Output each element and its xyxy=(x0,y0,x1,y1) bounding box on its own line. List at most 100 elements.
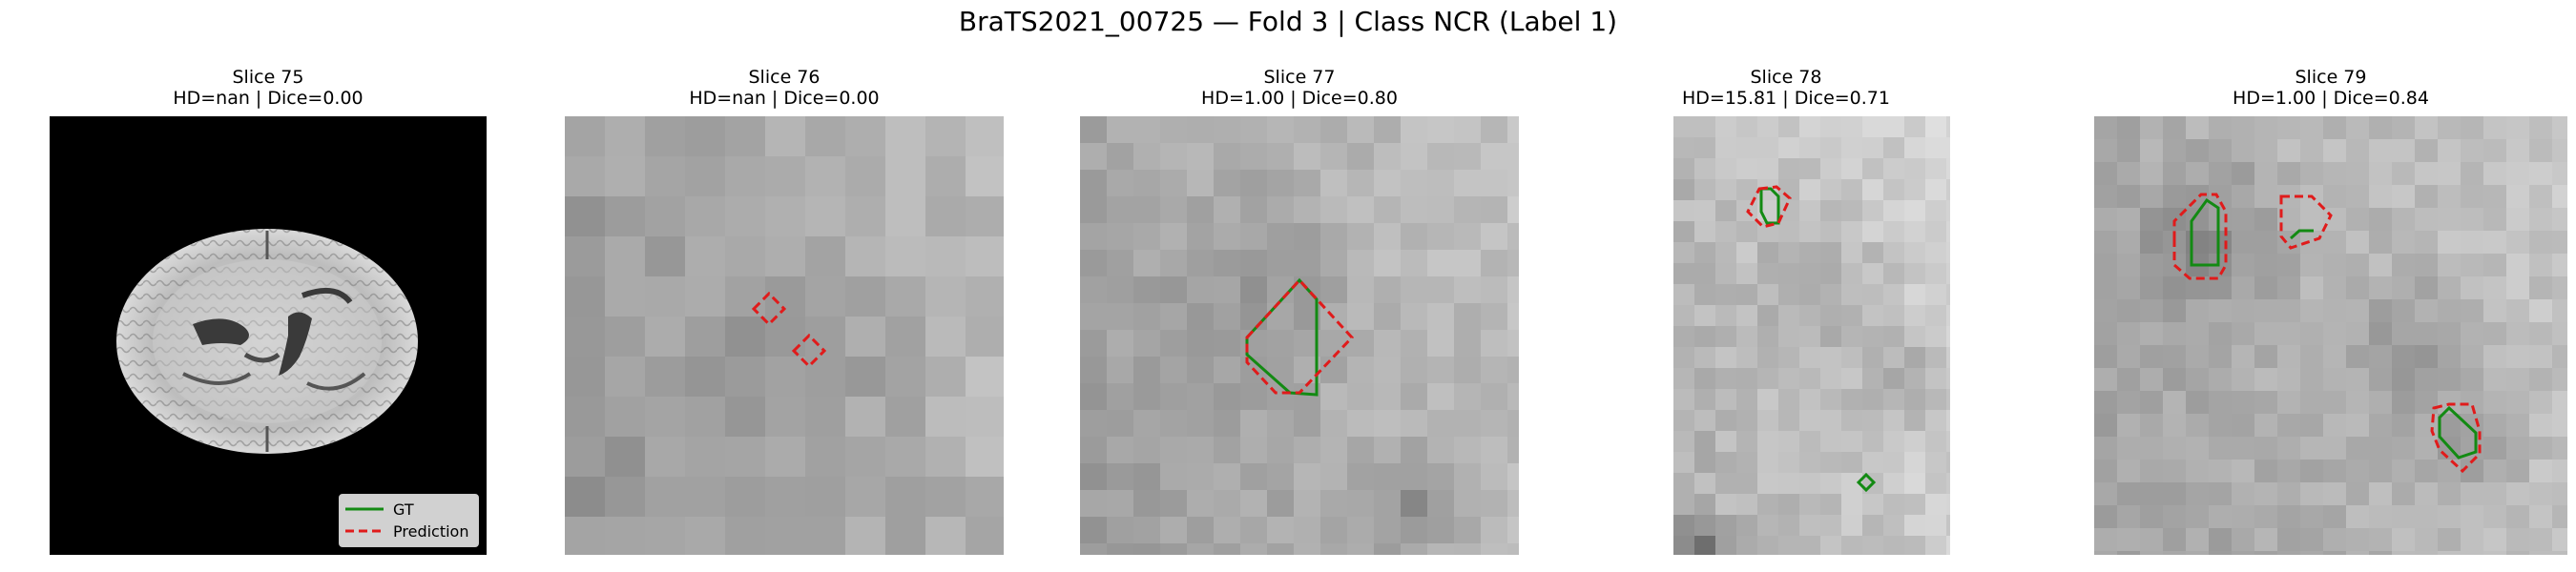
pixel xyxy=(2094,139,2118,163)
pixel xyxy=(1862,179,1884,201)
pixel xyxy=(805,116,846,157)
pixel xyxy=(1841,368,1863,390)
pixel xyxy=(2506,482,2530,506)
pixel xyxy=(1736,158,1758,180)
pixel xyxy=(2346,162,2370,186)
pixel xyxy=(2094,116,2118,140)
pixel xyxy=(2529,231,2553,255)
pixel xyxy=(1862,305,1884,327)
pixel xyxy=(1267,196,1295,224)
pixel xyxy=(645,397,686,438)
pixel xyxy=(2415,391,2439,415)
pixel xyxy=(2186,299,2210,323)
pixel xyxy=(925,477,966,518)
pixel xyxy=(845,437,886,478)
pixel xyxy=(725,517,766,555)
pixel xyxy=(2346,414,2370,438)
pixel xyxy=(565,357,606,398)
pixel xyxy=(1427,303,1455,331)
pixel xyxy=(685,236,726,277)
pixel xyxy=(1320,383,1348,411)
pixel xyxy=(1925,179,1947,201)
pixel xyxy=(1187,276,1215,304)
pixel xyxy=(1883,410,1905,432)
pixel xyxy=(1799,221,1821,243)
pixel xyxy=(2277,368,2301,392)
pixel xyxy=(1799,179,1821,201)
pixel xyxy=(2140,368,2164,392)
pixel xyxy=(2346,551,2370,555)
pixel xyxy=(2232,185,2255,209)
pixel xyxy=(1673,473,1695,495)
pixel xyxy=(1507,490,1519,518)
pixel xyxy=(1481,517,1508,544)
pixel xyxy=(1925,116,1947,138)
pixel xyxy=(2117,162,2141,186)
pixel xyxy=(2323,482,2347,506)
pixel xyxy=(1427,543,1455,555)
pixel xyxy=(1925,410,1947,432)
pixel xyxy=(1214,357,1241,384)
pixel xyxy=(1267,437,1295,464)
pixel xyxy=(2140,139,2164,163)
pixel xyxy=(1160,437,1188,464)
pixel xyxy=(2232,322,2255,346)
pixel xyxy=(1133,143,1161,171)
pixel xyxy=(1694,389,1716,411)
pixel xyxy=(685,357,726,398)
pixel xyxy=(1862,410,1884,432)
pixel xyxy=(1320,196,1348,224)
pixel xyxy=(1778,389,1800,411)
pixel xyxy=(2552,299,2567,323)
pixel xyxy=(765,357,806,398)
pixel xyxy=(1778,158,1800,180)
pixel xyxy=(2392,391,2416,415)
pixel xyxy=(2461,345,2484,369)
pixel xyxy=(966,236,1004,277)
pixel xyxy=(2186,482,2210,506)
pixel xyxy=(2506,414,2530,438)
pixel xyxy=(725,116,766,157)
pixel xyxy=(1454,517,1482,544)
pixel xyxy=(1507,170,1519,197)
pixel xyxy=(1187,543,1215,555)
pixel xyxy=(1214,116,1241,144)
pixel xyxy=(2209,505,2233,529)
pixel xyxy=(2117,322,2141,346)
pixel xyxy=(2438,185,2462,209)
pixel xyxy=(1757,263,1779,285)
pixel xyxy=(2506,345,2530,369)
pixel xyxy=(2415,414,2439,438)
pixel xyxy=(2529,116,2553,140)
pixel xyxy=(2277,505,2301,529)
pixel xyxy=(1320,437,1348,464)
pixel xyxy=(1694,116,1716,138)
pixel xyxy=(1507,116,1519,144)
pixel xyxy=(2415,345,2439,369)
pixel xyxy=(2346,139,2370,163)
pixel xyxy=(2506,185,2530,209)
pixel xyxy=(2346,368,2370,392)
pixel xyxy=(2209,551,2233,555)
pixel xyxy=(1946,326,1950,348)
pixel xyxy=(2529,460,2553,483)
pixel xyxy=(1374,463,1402,491)
pixel xyxy=(1946,242,1950,264)
pixel xyxy=(2254,208,2278,232)
panel-title: Slice 76 HD=nan | Dice=0.00 xyxy=(565,67,1004,109)
pixel xyxy=(1187,143,1215,171)
pixel xyxy=(1401,463,1428,491)
pixel xyxy=(2415,208,2439,232)
pixel xyxy=(1736,410,1758,432)
pixel xyxy=(1374,303,1402,331)
pixel xyxy=(1267,223,1295,251)
pixel xyxy=(1240,410,1268,438)
gt-contour xyxy=(1759,187,1877,493)
pixel xyxy=(1757,347,1779,369)
pixel xyxy=(2300,551,2324,555)
pixel xyxy=(1946,368,1950,390)
pixel xyxy=(1925,137,1947,159)
pixel xyxy=(2117,208,2141,232)
pixel xyxy=(1080,463,1108,491)
pixel xyxy=(966,517,1004,555)
